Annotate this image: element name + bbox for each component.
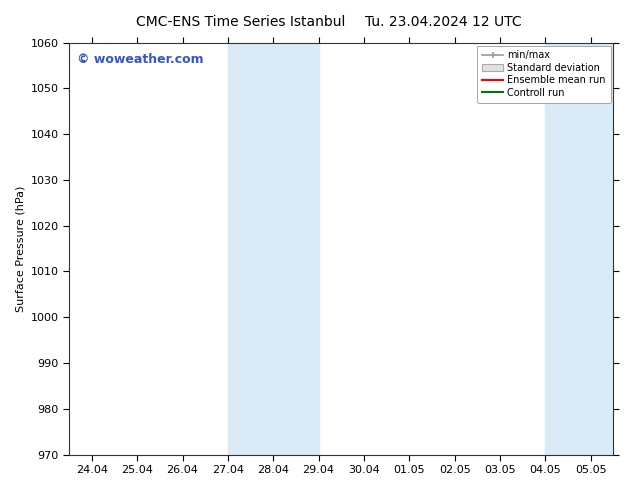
Y-axis label: Surface Pressure (hPa): Surface Pressure (hPa) [15,185,25,312]
Text: CMC-ENS Time Series Istanbul: CMC-ENS Time Series Istanbul [136,15,346,29]
Text: Tu. 23.04.2024 12 UTC: Tu. 23.04.2024 12 UTC [365,15,522,29]
Text: © woweather.com: © woweather.com [77,53,204,66]
Bar [228,43,319,455]
Bar [545,43,634,455]
Legend: min/max, Standard deviation, Ensemble mean run, Controll run: min/max, Standard deviation, Ensemble me… [477,46,611,102]
